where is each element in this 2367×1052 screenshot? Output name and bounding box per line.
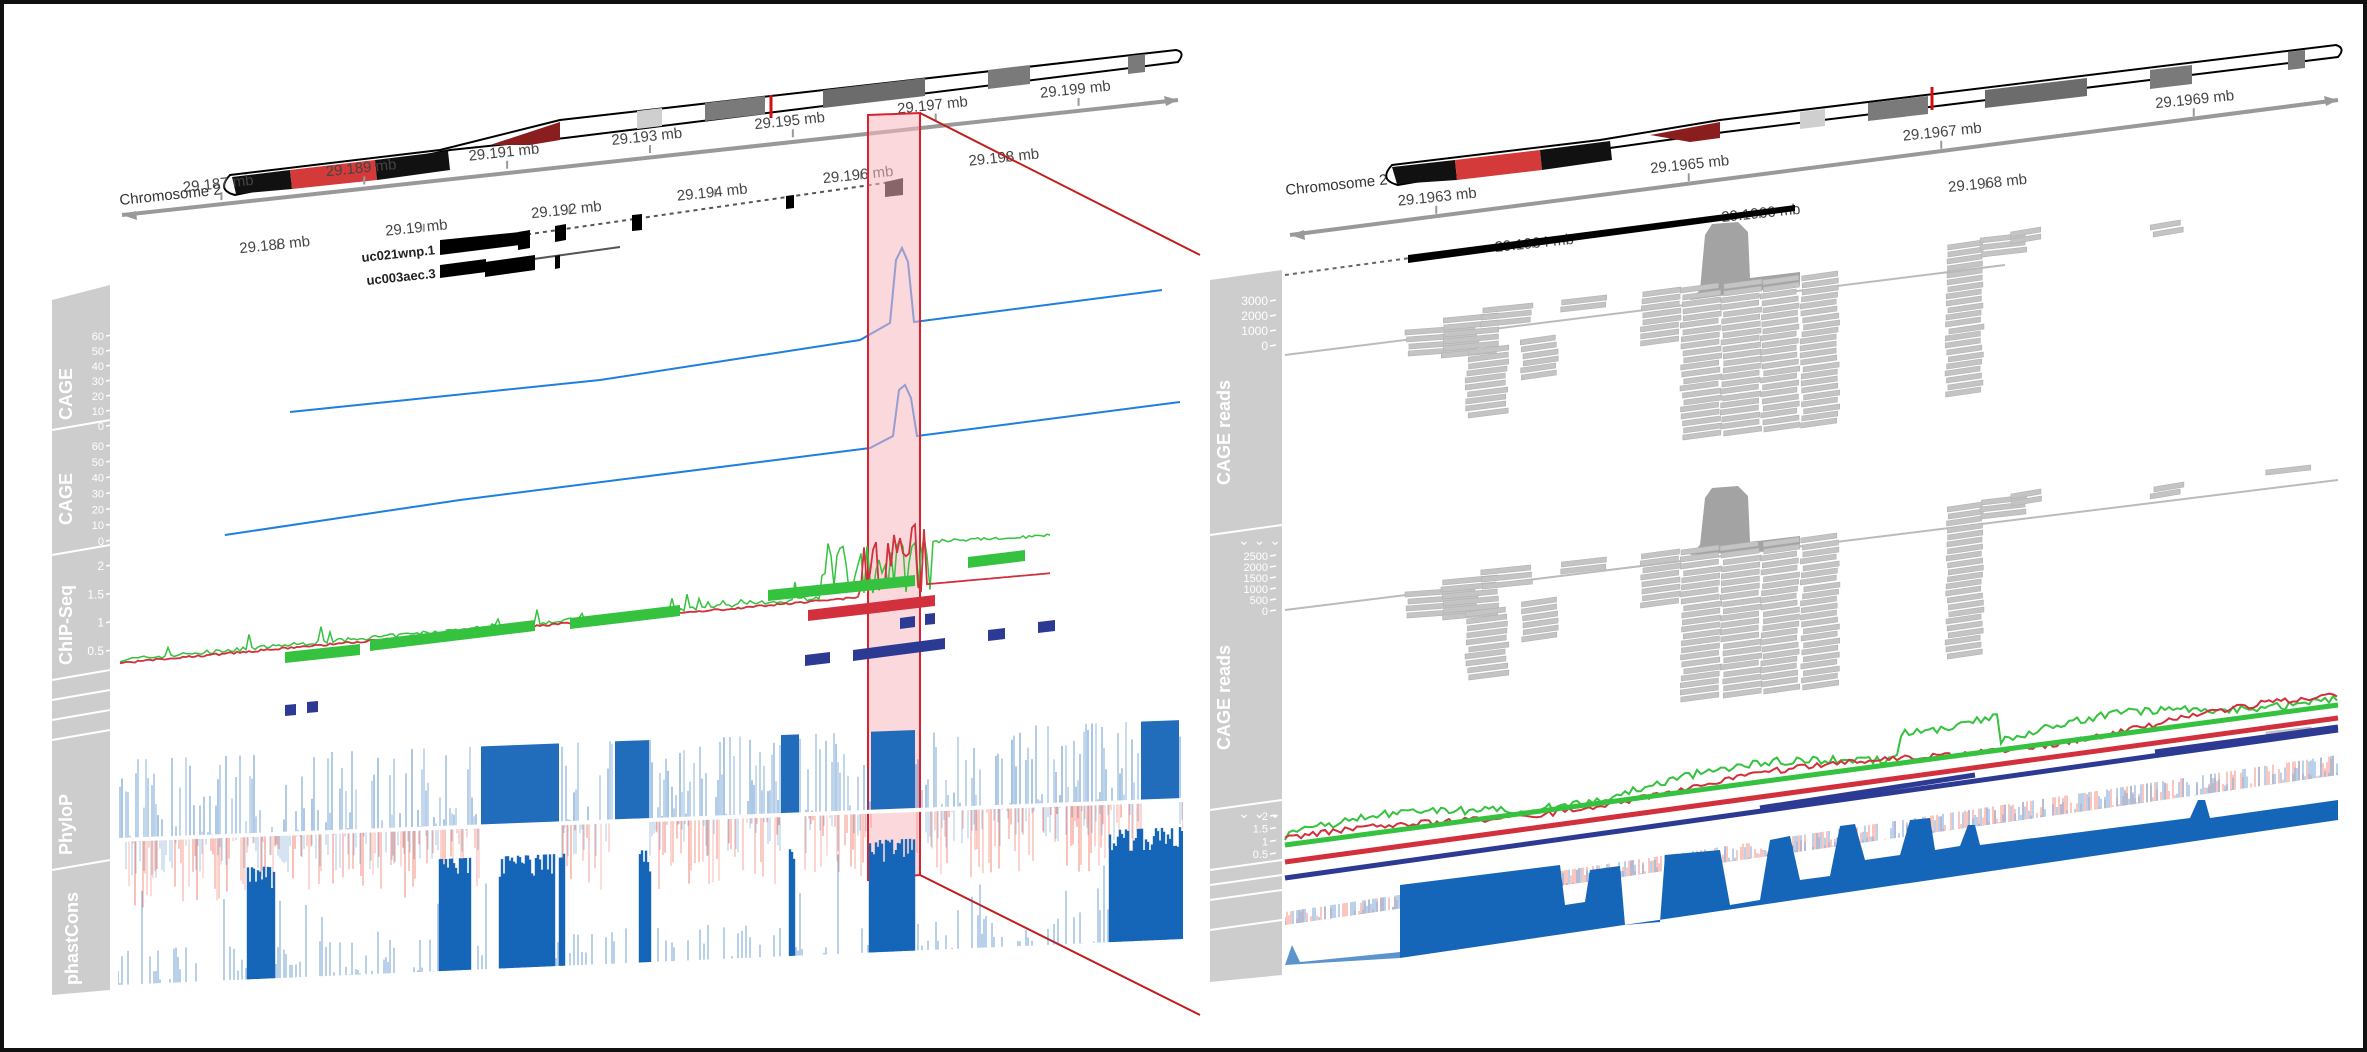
peak-call-bar [768,575,915,601]
peak-call-bar [570,605,680,629]
track-tick-label: 0.5 [87,644,104,658]
cage-reads-pileup-2 [1404,481,2312,738]
right-track-label-strip: CAGE reads CAGE reads ⌄ ⌄ ⌄ ⌄ ⌄ ⌄ 010002… [1209,270,1283,982]
peak-call-bar [968,550,1025,568]
right-phastcons-left [1285,945,1400,965]
track-tick-label: 2 [1262,811,1268,823]
left-gene-model: uc021wnp.1 uc003aec.3 [361,178,906,288]
peak-band-navy-3 [2154,724,2339,755]
peak-call-bar [307,701,318,713]
track-tick-label: 20 [92,504,104,516]
track-tick-label: 50 [92,346,104,358]
track-label-cage-reads-2: CAGE reads [1214,645,1234,750]
track-label-phastcons: phastCons [62,892,82,985]
track-tick-label: 1 [1262,836,1268,848]
track-tick-label: 1.5 [87,587,104,601]
peak-call-bar [1038,620,1055,633]
peak-call-bar [285,644,360,663]
zoom-connector-bottom [919,874,1201,1016]
cage-reads-pileup-1 [1404,219,2312,476]
track-tick-label: 1 [97,616,104,630]
right-gene-model [1284,205,1795,276]
track-tick-label: 500 [1250,595,1268,607]
track-tick-label: 10 [92,406,104,418]
track-tick-label: 0 [98,421,104,433]
track-tick-label: 60 [92,331,104,343]
right-coverage-tracks [1284,219,2339,738]
track-tick-label: 1000 [1241,324,1268,338]
peak-band-red [1284,715,2339,865]
peak-call-bar [900,616,915,629]
track-tick-label: 30 [92,489,104,501]
peak-call-bar [370,620,535,651]
peak-band-green [1284,702,2339,848]
track-tick-label: 0 [1262,606,1268,618]
collapse-markers-1[interactable]: ⌄ ⌄ ⌄ [1238,532,1281,548]
left-phastcons-track [118,827,1183,985]
peak-call-bar [925,613,935,625]
track-tick-label: 3000 [1241,294,1268,308]
peak-call-bar [988,628,1005,641]
track-tick-label: 1500 [1244,573,1268,585]
collapse-markers-2[interactable]: ⌄ ⌄ ⌄ [1238,805,1281,821]
left-track-label-strip: CAGE CAGE ChIP-Seq PhyloP phastCons 0102… [51,285,113,995]
peak-band-navy-2 [1759,772,1976,811]
track-label-cage-2: CAGE [56,473,76,525]
peak-call-bar [853,638,945,661]
track-label-phylop: PhyloP [56,794,76,855]
track-tick-label: 40 [92,361,104,373]
track-label-chipseq: ChIP-Seq [56,585,76,665]
track-tick-label: 30 [92,376,104,388]
cage-coverage-2 [1690,486,1800,555]
peak-call-bar [805,652,830,666]
track-tick-label: 20 [92,391,104,403]
right-chipseq-track [1284,692,2339,881]
track-tick-label: 2 [97,559,104,573]
track-tick-label: 1.5 [1253,824,1268,836]
peak-band-navy [1284,727,2339,881]
zoom-connector-top [919,112,1201,256]
track-tick-label: 0.5 [1253,849,1268,861]
track-label-cage-reads-1: CAGE reads [1214,380,1234,485]
track-tick-label: 0 [98,536,104,548]
track-tick-label: 50 [92,457,104,469]
track-tick-label: 1000 [1244,584,1268,596]
track-label-cage-1: CAGE [56,368,76,420]
track-tick-label: 40 [92,473,104,485]
right-phastcons-area [1400,800,2338,958]
track-tick-label: 0 [1261,339,1268,353]
track-tick-label: 10 [92,520,104,532]
track-tick-label: 2000 [1241,309,1268,323]
transcript-label-2: uc003aec.3 [366,266,437,288]
peak-call-bar [808,595,935,621]
left-chipseq-track [119,522,1055,716]
phylop-baseline [117,798,1184,842]
track-tick-label: 60 [92,441,104,453]
track-tick-label: 2500 [1244,551,1268,563]
right-chipseq-green [1284,694,2338,841]
track-tick-label: 2000 [1244,562,1268,574]
peak-call-bar [285,704,296,716]
left-axis-lower-tick-label: 29.19 mb [384,216,448,239]
